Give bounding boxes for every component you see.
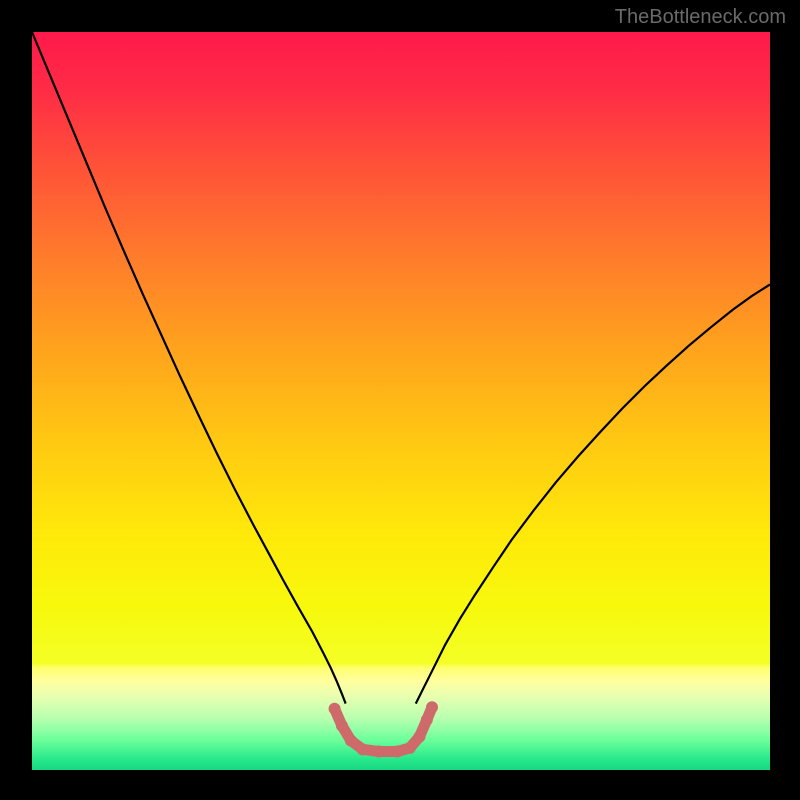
bracket-dot (373, 746, 385, 758)
bracket-dot (421, 714, 433, 726)
bottleneck-chart (0, 0, 800, 800)
bracket-dot (357, 743, 369, 755)
bracket-dot (413, 731, 425, 743)
bracket-dot (329, 703, 341, 715)
bracket-dot (391, 746, 403, 758)
plot-background (32, 32, 770, 770)
watermark-text: TheBottleneck.com (615, 6, 786, 29)
bracket-dot (404, 742, 416, 754)
bracket-dot (426, 701, 438, 713)
bracket-dot (345, 734, 357, 746)
bracket-dot (336, 720, 348, 732)
